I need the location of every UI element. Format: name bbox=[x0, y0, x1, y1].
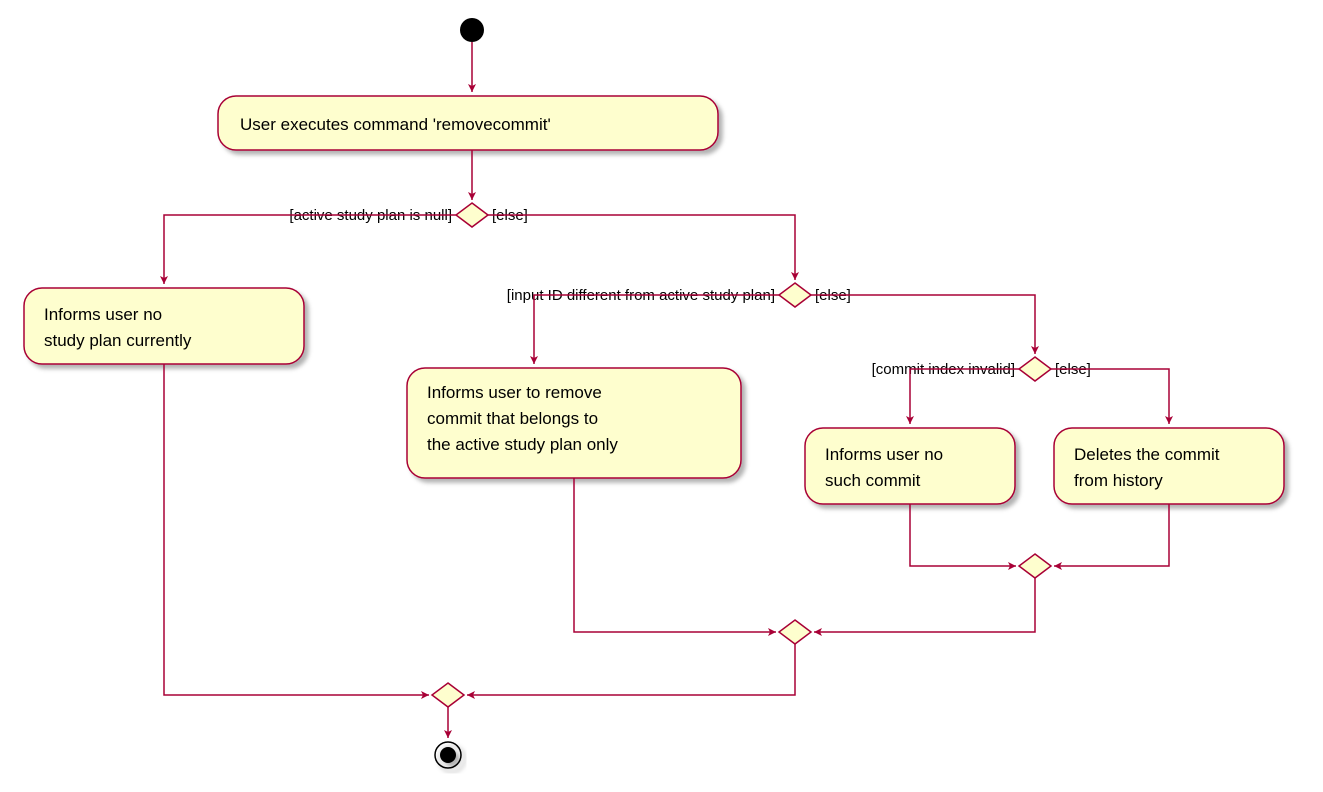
svg-text:the active study plan only: the active study plan only bbox=[427, 435, 618, 454]
edge-m3-to-m2 bbox=[814, 578, 1035, 632]
activity-no-commit: Informs user no such commit bbox=[805, 428, 1015, 504]
svg-text:Informs user no: Informs user no bbox=[44, 305, 162, 324]
edge-m2-to-m1 bbox=[467, 644, 795, 695]
edge-delete-to-m3 bbox=[1054, 504, 1169, 566]
edge-d1-to-noplan bbox=[164, 215, 456, 284]
edge-d1-to-d2 bbox=[488, 215, 795, 280]
edge-wrongplan-to-m2 bbox=[574, 478, 776, 632]
svg-text:such commit: such commit bbox=[825, 471, 921, 490]
activity-wrong-plan: Informs user to remove commit that belon… bbox=[407, 368, 741, 478]
merge-2 bbox=[779, 620, 811, 644]
activity-exec: User executes command 'removecommit' bbox=[218, 96, 718, 150]
svg-text:User executes command 'removec: User executes command 'removecommit' bbox=[240, 115, 551, 134]
svg-text:Informs user to remove: Informs user to remove bbox=[427, 383, 602, 402]
start-node bbox=[460, 18, 484, 42]
activity-delete: Deletes the commit from history bbox=[1054, 428, 1284, 504]
activity-no-plan: Informs user no study plan currently bbox=[24, 288, 304, 364]
edge-nocommit-to-m3 bbox=[910, 504, 1016, 566]
merge-1 bbox=[432, 683, 464, 707]
svg-text:Informs user no: Informs user no bbox=[825, 445, 943, 464]
edge-noplan-to-m1 bbox=[164, 364, 429, 695]
edge-d2-to-wrongplan bbox=[534, 295, 779, 364]
svg-text:study plan currently: study plan currently bbox=[44, 331, 192, 350]
end-node bbox=[435, 742, 461, 768]
svg-text:commit that belongs to: commit that belongs to bbox=[427, 409, 598, 428]
merge-3 bbox=[1019, 554, 1051, 578]
svg-text:from history: from history bbox=[1074, 471, 1163, 490]
svg-text:Deletes the commit: Deletes the commit bbox=[1074, 445, 1220, 464]
